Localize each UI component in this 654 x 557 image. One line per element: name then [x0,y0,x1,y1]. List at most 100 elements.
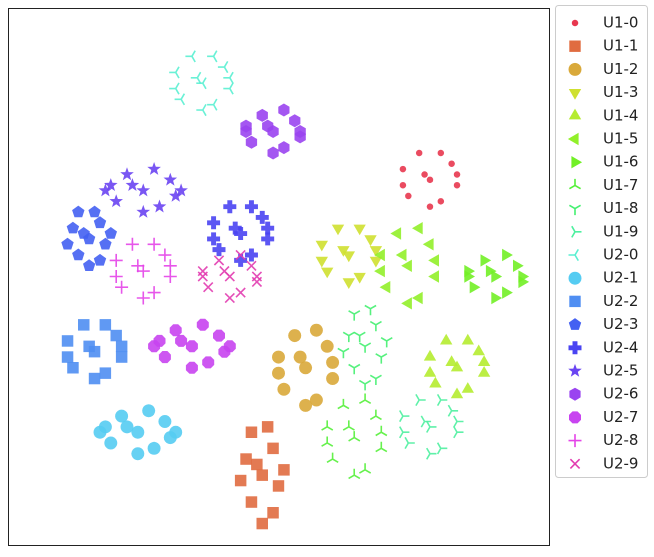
scatter-point [246,260,257,271]
scatter-point [115,351,128,363]
scatter-point [228,221,242,235]
scatter-point [66,221,80,234]
scatter-point [185,50,196,63]
scatter-point [353,272,366,284]
scatter-point [480,254,492,267]
scatter-point [163,259,177,273]
scatter-point [267,507,279,519]
scatter-point [405,192,412,200]
scatter-point [299,361,313,375]
legend-label: U2-8 [603,431,638,449]
scatter-point [262,119,274,133]
legend-label: U2-2 [603,292,638,310]
scatter-point [72,248,85,261]
scatter-point [321,420,334,431]
legend-marker [569,458,581,469]
scatter-point [169,324,182,337]
scatter-point [390,227,402,240]
legend-label: U1-5 [603,130,638,148]
legend-marker [568,341,582,355]
scatter-point [401,259,412,272]
scatter-point [278,464,290,476]
scatter-point [136,264,150,278]
scatter-point [93,253,107,266]
scatter-point [477,355,491,366]
scatter-point [207,232,221,246]
scatter-point [272,366,285,380]
scatter-point [235,287,246,298]
scatter-point [147,237,161,251]
scatter-point [485,264,497,278]
scatter-point [109,270,123,283]
scatter-point [321,436,334,447]
scatter-point [399,426,410,439]
legend-label: U2-0 [603,246,638,264]
scatter-point [148,340,161,353]
scatter-point [437,149,445,157]
scatter-point [83,259,96,271]
scatter-point [196,318,209,331]
scatter-point [261,421,274,433]
scatter-point [203,282,214,293]
legend: U1-0 U1-1 U1-2 U1-3 U1-4 U1-5 U1-6 U1-7 U1-8 U1-9… [567,14,638,472]
scatter-point [109,253,123,267]
points [61,50,530,530]
legend-label: U1-7 [603,176,638,194]
legend-label: U2-7 [603,408,638,426]
scatter-point [353,331,366,343]
legend-marker [567,132,579,146]
scatter-point [261,232,275,246]
scatter-point [77,227,90,239]
scatter-point [219,265,230,277]
scatter-point [364,304,377,316]
legend-marker [568,178,582,190]
scatter-point [420,415,432,428]
scatter-point [461,333,474,345]
scatter-point [125,237,139,251]
legend-marker [569,40,581,52]
scatter-point [445,355,458,366]
scatter-point [147,441,161,455]
legend-marker [568,271,582,285]
scatter-point [88,372,101,385]
scatter-point [337,398,350,410]
scatter-point [213,255,225,266]
scatter-point [412,222,423,235]
legend-marker [571,225,582,238]
scatter-point [131,259,145,273]
scatter-point [136,204,151,218]
scatter-point [353,224,366,236]
scatter-point [342,251,355,263]
scatter-point [326,452,339,463]
scatter-point [426,420,437,433]
scatter-point [175,334,188,347]
scatter-point [120,420,134,434]
legend-label: U1-1 [603,37,638,55]
scatter-point [240,453,252,465]
legend-marker [568,89,582,100]
scatter-point [502,286,513,299]
scatter-point [109,194,123,208]
scatter-point [358,463,372,474]
scatter-point [288,329,302,343]
scatter-point [98,183,113,197]
scatter-point [61,351,74,363]
scatter-point [423,366,437,377]
scatter-point [223,200,237,214]
scatter-point [369,246,383,257]
scatter-point [174,183,188,197]
scatter-point [321,267,334,279]
scatter-point [518,270,530,283]
scatter-point [223,340,236,353]
scatter-point [272,350,285,364]
scatter-point [342,420,355,431]
scatter-point [272,480,285,492]
scatter-point [453,182,461,189]
scatter-point [315,240,328,252]
scatter-point [169,66,180,79]
scatter-point [256,469,268,481]
scatter-point [115,409,129,423]
scatter-point [358,393,372,404]
legend-marker [568,108,582,120]
scatter-point [342,331,355,343]
